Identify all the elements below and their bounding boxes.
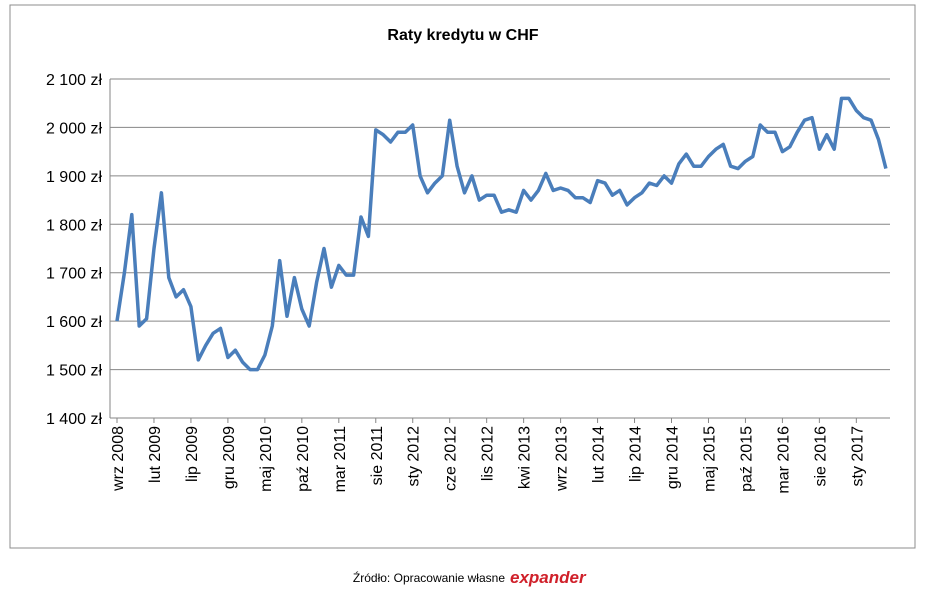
x-tick-label: sie 2011 (369, 426, 386, 485)
x-tick-label: mar 2016 (775, 426, 792, 494)
x-tick-label: lip 2014 (628, 426, 645, 482)
x-tick-label: sty 2017 (849, 426, 866, 487)
x-tick-label: lip 2009 (184, 426, 201, 482)
chart-title: Raty kredytu w CHF (387, 27, 538, 44)
y-tick-label: 1 700 zł (46, 266, 102, 283)
x-tick-label: lis 2012 (480, 426, 497, 481)
x-tick-label: kwi 2013 (517, 426, 534, 489)
x-tick-label: mar 2011 (332, 426, 349, 493)
x-tick-label: maj 2015 (701, 426, 718, 492)
logo: expander (510, 568, 587, 587)
x-tick-label: paź 2015 (738, 426, 755, 492)
x-tick-label: lut 2009 (147, 426, 164, 483)
y-tick-label: 1 900 zł (46, 169, 102, 186)
data-line (115, 96, 888, 372)
y-tick-label: 2 100 zł (46, 72, 102, 89)
y-tick-label: 1 400 zł (46, 411, 102, 428)
x-tick-label: paź 2010 (295, 426, 312, 492)
x-tick-label: maj 2010 (258, 426, 275, 492)
y-tick-label: 1 500 zł (46, 363, 102, 380)
x-tick-label: sty 2012 (406, 426, 423, 487)
x-tick-label: wrz 2008 (110, 426, 127, 492)
y-tick-label: 2 000 zł (46, 120, 102, 137)
x-tick-label: cze 2012 (443, 426, 460, 491)
source-note: Źródło: Opracowanie własne (353, 570, 505, 585)
x-tick-label: gru 2014 (665, 426, 682, 489)
x-tick-label: wrz 2013 (554, 426, 571, 492)
y-tick-label: 1 600 zł (46, 314, 102, 331)
x-tick-label: gru 2009 (221, 426, 238, 489)
chart-frame (9, 4, 916, 549)
x-tick-label: lut 2014 (591, 426, 608, 483)
y-tick-label: 1 800 zł (46, 217, 102, 234)
x-tick-label: sie 2016 (812, 426, 829, 487)
